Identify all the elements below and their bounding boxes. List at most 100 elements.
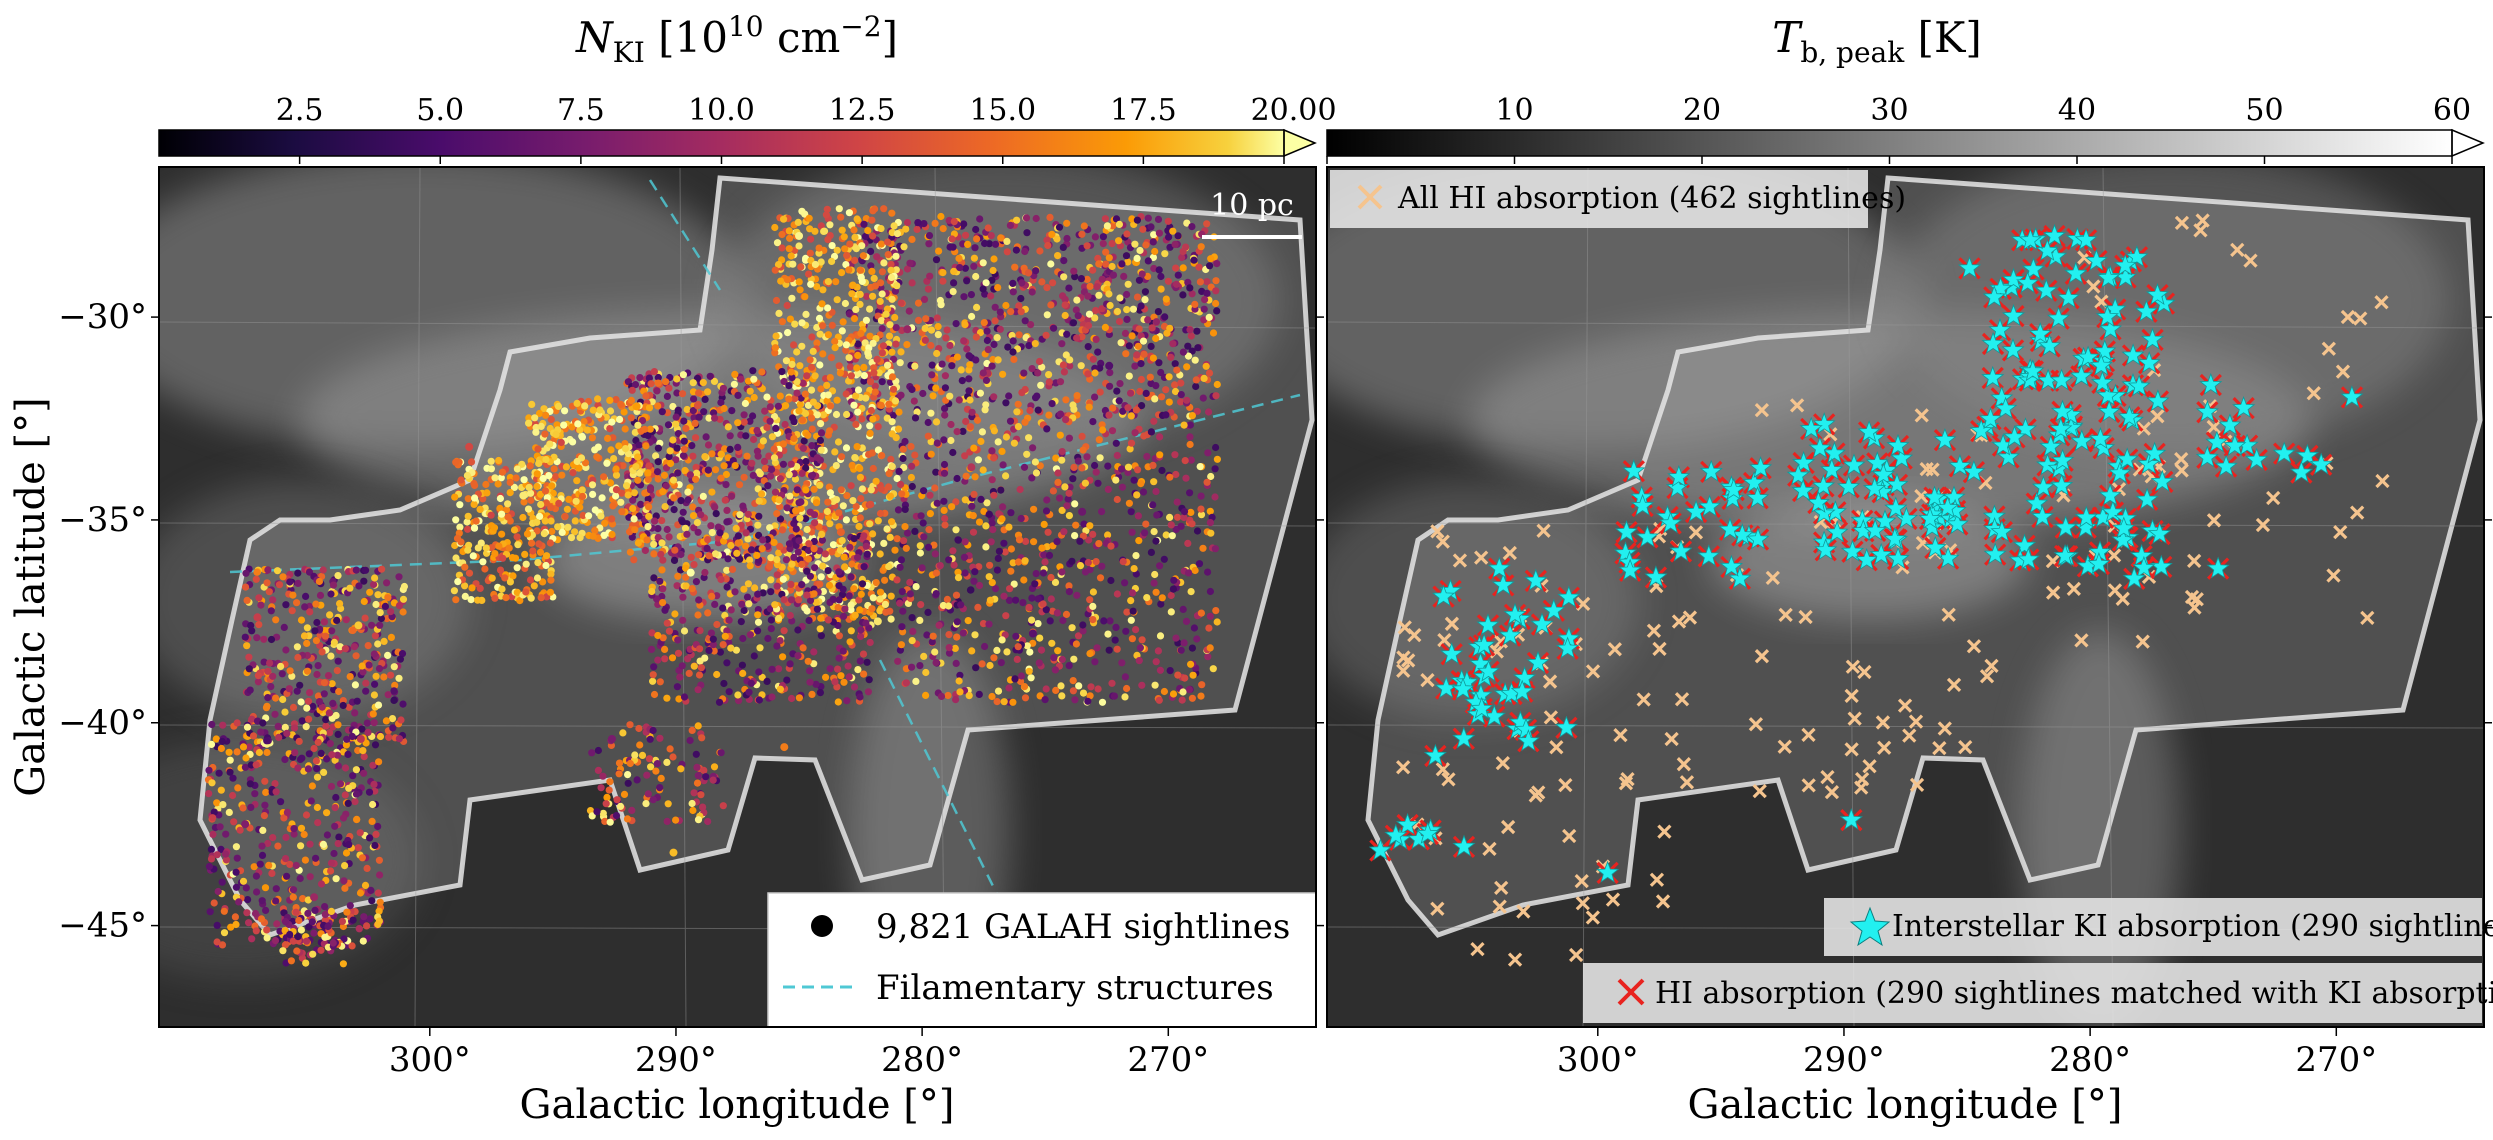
galah-sightline-point: [965, 352, 973, 360]
galah-sightline-point: [650, 663, 658, 671]
galah-sightline-point: [842, 346, 850, 354]
galah-sightline-point: [950, 218, 958, 226]
galah-sightline-point: [690, 662, 698, 670]
galah-sightline-point: [736, 511, 744, 519]
galah-sightline-point: [873, 617, 882, 626]
galah-sightline-point: [391, 681, 399, 690]
galah-sightline-point: [578, 432, 586, 440]
galah-sightline-point: [785, 227, 793, 235]
galah-sightline-point: [985, 620, 993, 628]
galah-sightline-point: [1156, 451, 1164, 459]
galah-sightline-point: [583, 426, 591, 434]
galah-sightline-point: [568, 423, 576, 431]
galah-sightline-point: [644, 475, 652, 483]
galah-sightline-point: [534, 445, 542, 453]
galah-sightline-point: [1023, 450, 1031, 458]
galah-sightline-point: [205, 790, 213, 798]
galah-sightline-point: [932, 590, 940, 598]
galah-sightline-point: [903, 218, 912, 227]
galah-sightline-point: [360, 597, 368, 606]
galah-sightline-point: [717, 575, 725, 584]
galah-sightline-point: [817, 222, 825, 230]
galah-sightline-point: [1123, 684, 1131, 693]
galah-sightline-point: [1112, 215, 1121, 223]
galah-sightline-point: [207, 845, 215, 854]
galah-sightline-point: [1089, 616, 1097, 624]
galah-sightline-point: [548, 482, 556, 490]
galah-sightline-point: [811, 519, 819, 527]
galah-sightline-point: [901, 437, 909, 446]
galah-sightline-point: [916, 549, 925, 557]
galah-sightline-point: [659, 556, 667, 564]
galah-sightline-point: [1009, 279, 1017, 287]
galah-sightline-point: [1028, 474, 1036, 482]
galah-sightline-point: [657, 550, 665, 558]
galah-sightline-point: [927, 341, 935, 350]
galah-sightline-point: [452, 458, 460, 466]
galah-sightline-point: [1133, 293, 1142, 301]
galah-sightline-point: [692, 463, 700, 471]
galah-sightline-point: [672, 413, 680, 421]
galah-sightline-point: [766, 524, 774, 532]
galah-sightline-point: [906, 259, 914, 267]
galah-sightline-point: [1069, 475, 1077, 483]
galah-sightline-point: [527, 489, 535, 497]
galah-sightline-point: [1040, 520, 1048, 529]
galah-sightline-point: [372, 600, 380, 609]
galah-sightline-point: [1065, 284, 1073, 292]
galah-sightline-point: [533, 470, 541, 478]
galah-sightline-point: [1205, 369, 1214, 377]
galah-sightline-point: [1108, 240, 1116, 248]
galah-sightline-point: [463, 471, 471, 480]
galah-sightline-point: [869, 339, 877, 347]
galah-sightline-point: [1068, 624, 1076, 632]
galah-sightline-point: [932, 468, 940, 476]
galah-sightline-point: [300, 830, 308, 839]
galah-sightline-point: [1108, 262, 1116, 271]
galah-sightline-point: [1051, 666, 1059, 674]
galah-sightline-point: [721, 445, 729, 453]
galah-sightline-point: [815, 249, 823, 257]
galah-sightline-point: [831, 337, 839, 346]
galah-sightline-point: [927, 326, 936, 334]
galah-sightline-point: [948, 503, 956, 511]
galah-sightline-point: [1179, 264, 1187, 272]
galah-sightline-point: [1134, 466, 1142, 474]
galah-sightline-point: [267, 635, 276, 644]
galah-sightline-point: [397, 716, 405, 724]
galah-sightline-point: [1127, 597, 1135, 605]
galah-sightline-point: [710, 647, 718, 655]
galah-sightline-point: [275, 733, 283, 742]
galah-sightline-point: [913, 225, 921, 233]
galah-sightline-point: [1033, 392, 1041, 400]
galah-sightline-point: [941, 405, 949, 413]
galah-sightline-point: [384, 651, 392, 660]
galah-sightline-point: [1011, 263, 1019, 271]
galah-sightline-point: [1186, 489, 1194, 497]
galah-sightline-point: [810, 590, 818, 598]
galah-sightline-point: [1032, 469, 1041, 477]
galah-sightline-point: [759, 437, 768, 445]
galah-sightline-point: [323, 755, 331, 763]
galah-sightline-point: [856, 606, 864, 614]
galah-sightline-point: [1127, 616, 1135, 624]
galah-sightline-point: [225, 808, 233, 817]
galah-sightline-point: [241, 820, 250, 829]
galah-sightline-point: [339, 814, 348, 822]
galah-sightline-point: [783, 301, 791, 310]
galah-sightline-point: [760, 583, 768, 591]
galah-sightline-point: [1188, 694, 1196, 702]
galah-sightline-point: [327, 590, 335, 598]
galah-sightline-point: [245, 743, 253, 751]
galah-sightline-point: [749, 471, 757, 479]
galah-sightline-point: [1184, 539, 1192, 548]
galah-sightline-point: [857, 626, 865, 634]
galah-sightline-point: [1171, 360, 1179, 368]
galah-sightline-point: [1007, 545, 1016, 553]
galah-sightline-point: [1150, 528, 1158, 536]
galah-sightline-point: [1107, 576, 1115, 585]
galah-sightline-point: [660, 471, 669, 479]
galah-sightline-point: [1136, 387, 1144, 396]
galah-sightline-point: [659, 634, 667, 642]
galah-sightline-point: [847, 482, 855, 490]
